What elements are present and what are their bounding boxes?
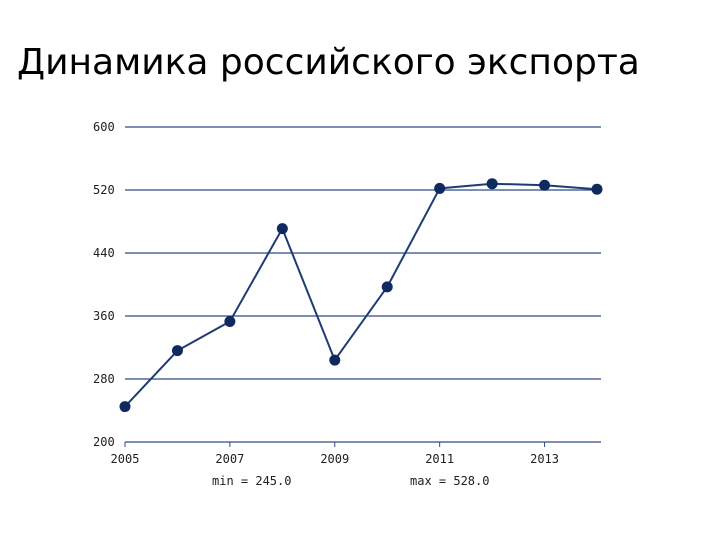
- data-point: [224, 316, 236, 328]
- max-label: max = 528.0: [410, 474, 489, 488]
- data-point: [276, 223, 288, 235]
- data-point: [381, 281, 393, 293]
- x-tick-label: 2011: [425, 452, 454, 466]
- gridlines: [125, 126, 601, 443]
- series-line: [124, 182, 598, 408]
- y-tick-label: 440: [93, 246, 115, 260]
- y-tick-label: 200: [93, 435, 115, 449]
- x-axis-ticks: 2005 2007 2009 2011 2013: [111, 442, 559, 466]
- y-tick-label: 600: [93, 120, 115, 134]
- x-tick-label: 2009: [320, 452, 349, 466]
- x-tick-label: 2013: [530, 452, 559, 466]
- x-tick-label: 2005: [111, 452, 140, 466]
- y-tick-label: 520: [93, 183, 115, 197]
- min-label: min = 245.0: [212, 474, 291, 488]
- x-tick-label: 2007: [215, 452, 244, 466]
- slide-title: Динамика российского экспорта: [17, 42, 640, 83]
- y-tick-label: 360: [93, 309, 115, 323]
- data-point: [171, 345, 183, 357]
- data-point: [434, 182, 446, 194]
- data-point: [486, 178, 498, 190]
- data-point: [119, 401, 131, 413]
- y-tick-label: 280: [93, 372, 115, 386]
- series-line-group: [124, 182, 598, 408]
- data-point: [539, 179, 551, 191]
- data-point: [329, 354, 341, 366]
- data-points: [119, 178, 603, 413]
- data-point: [591, 183, 603, 195]
- y-axis-ticks: 200 280 360 440 520 600: [93, 120, 115, 449]
